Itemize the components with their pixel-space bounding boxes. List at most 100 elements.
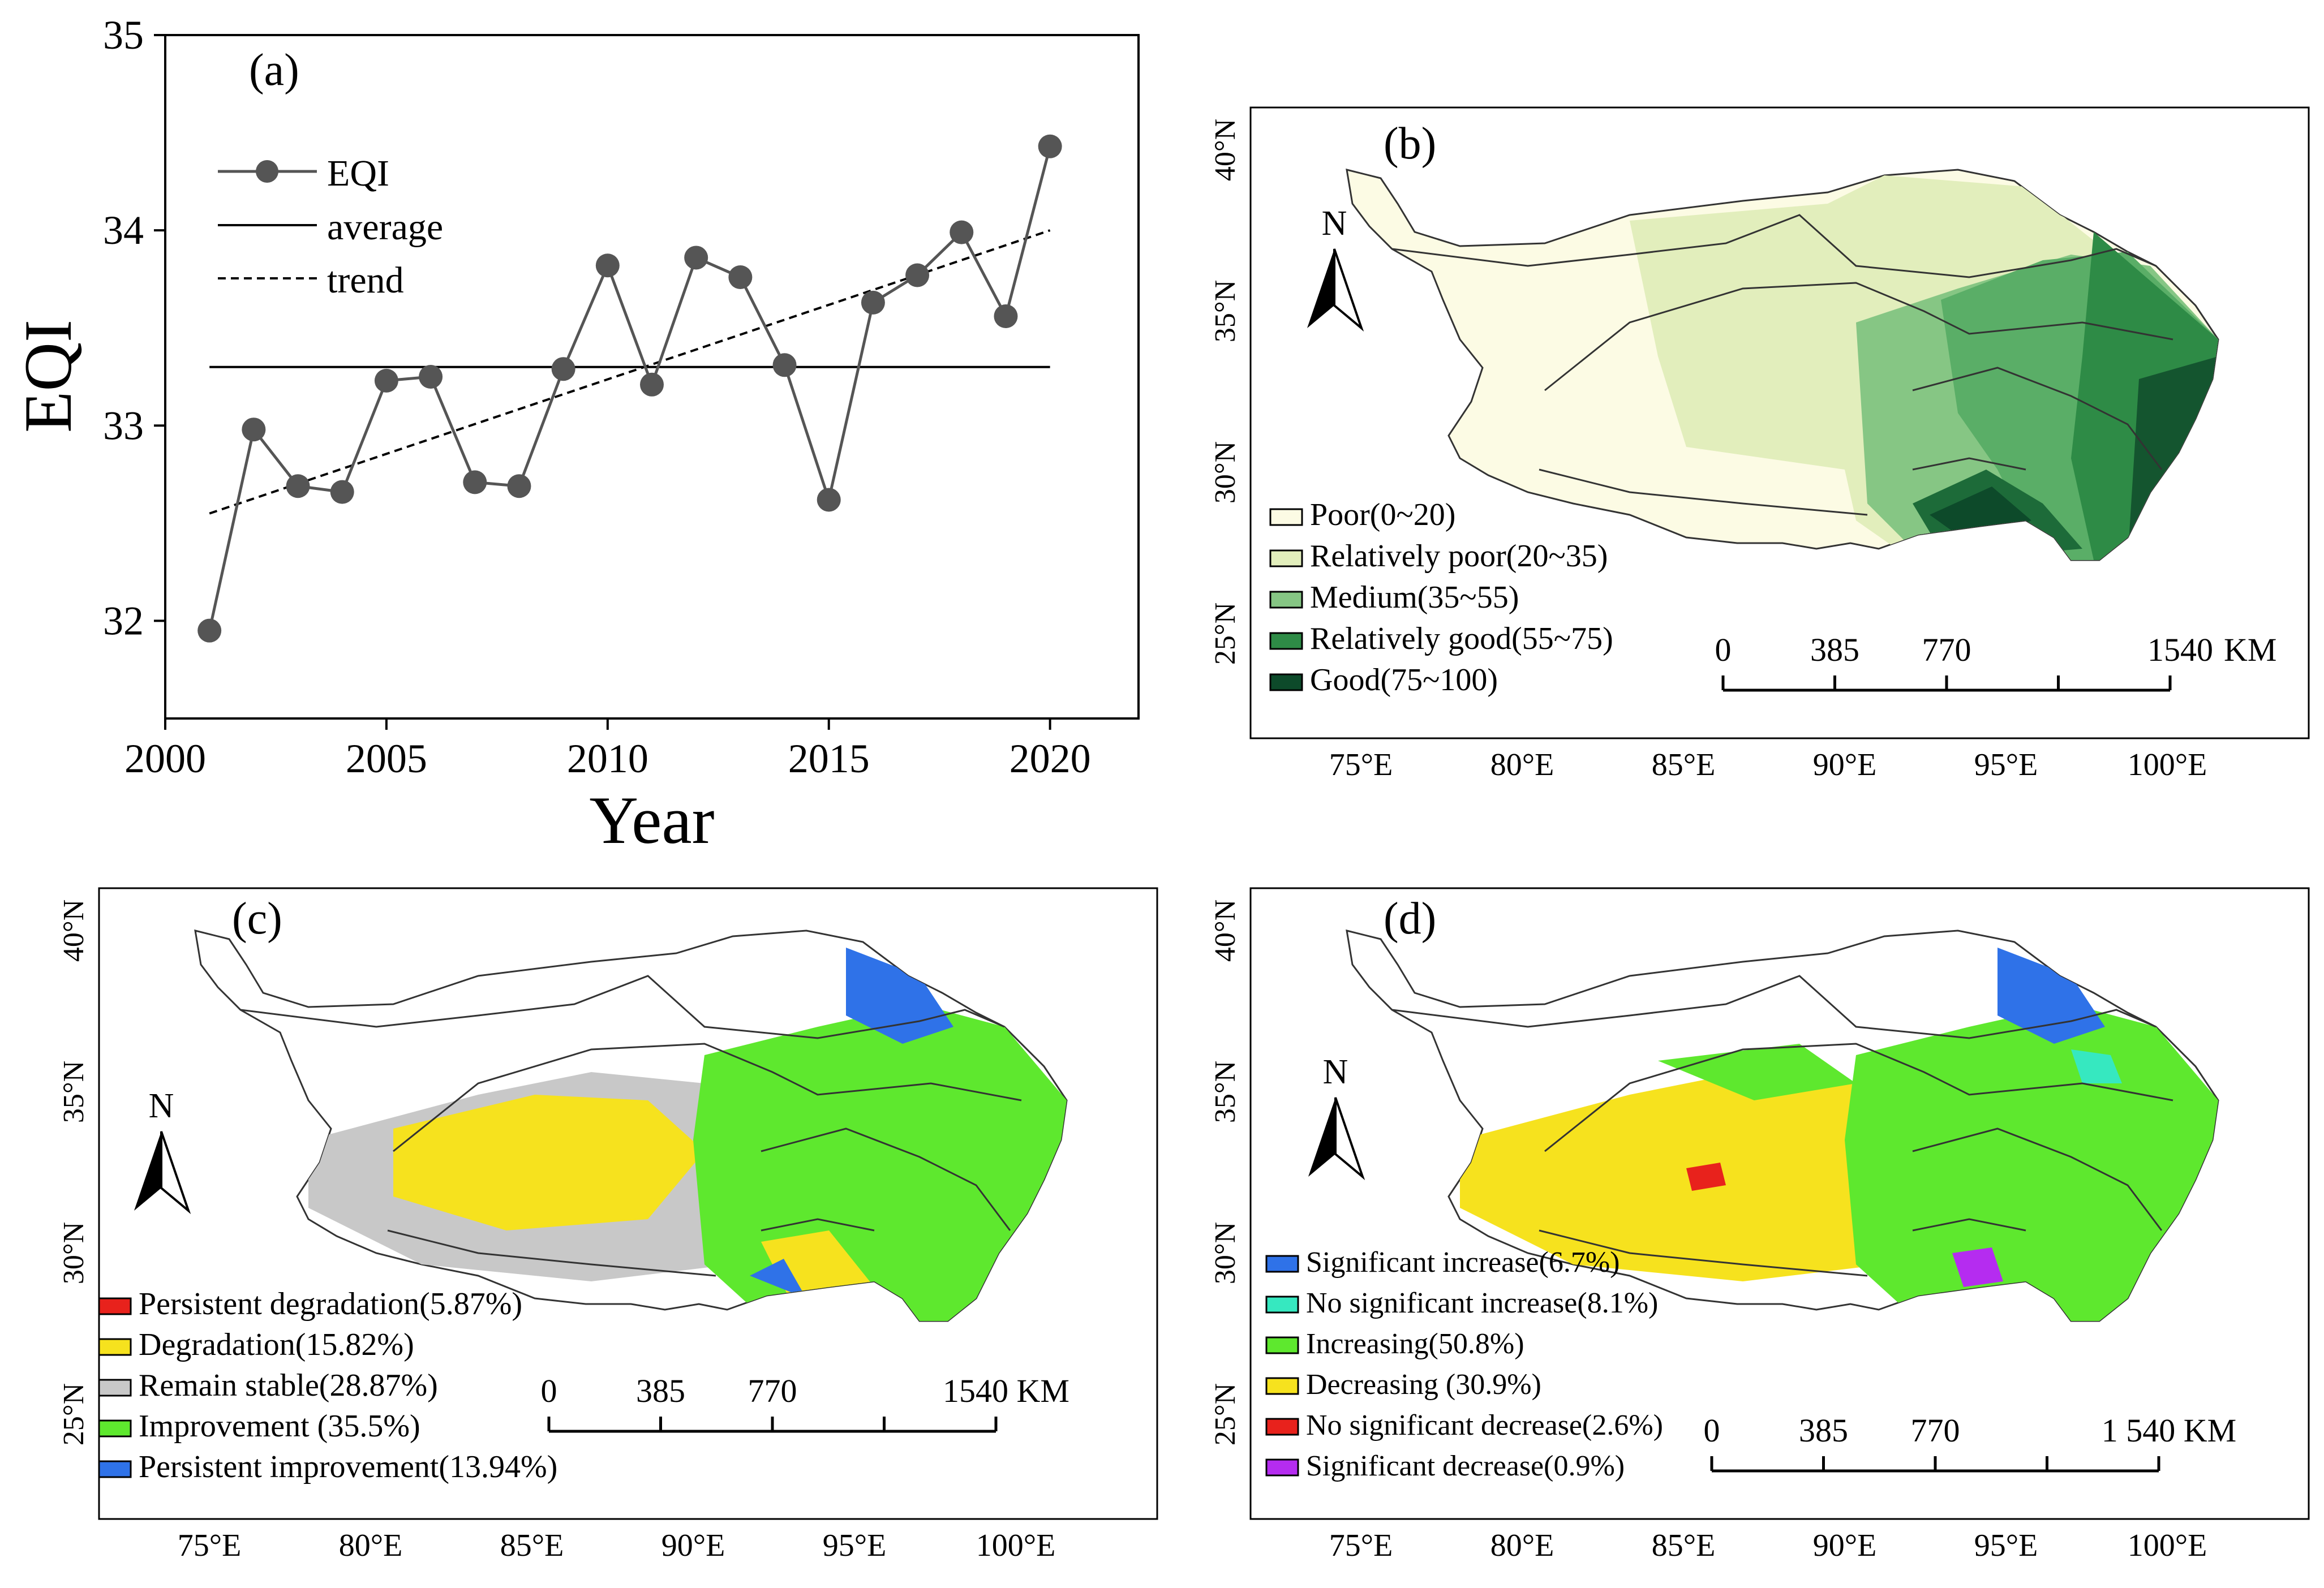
eqi-point: [374, 368, 398, 393]
region-boundaries: [1391, 214, 2173, 516]
plateau-map: [1346, 169, 2219, 561]
legend-item-label: Persistent degradation(5.87%): [139, 1286, 522, 1322]
lon-label: 85°E: [500, 1528, 564, 1563]
scale-label: 385: [1810, 631, 1859, 668]
legend-item-label: Poor(0~20): [1310, 497, 1455, 532]
map-frame: [1249, 887, 2310, 1520]
scale-unit: KM: [2224, 631, 2276, 668]
lat-label: 40°N: [1209, 119, 1242, 181]
legend-swatch: [1265, 1255, 1299, 1273]
eqi-point: [595, 253, 620, 278]
north-arrow: N: [1307, 204, 1364, 332]
y-axis-label: EQI: [10, 320, 85, 433]
north-label: N: [149, 1087, 174, 1125]
lon-label: 85°E: [1652, 1528, 1716, 1563]
legend-swatch: [98, 1460, 132, 1478]
lon-label: 95°E: [823, 1528, 887, 1563]
north-arrow: N: [134, 1087, 191, 1215]
lon-label: 100°E: [2128, 1528, 2207, 1563]
lon-label: 75°E: [1329, 747, 1393, 782]
legend-item-label: Increasing(50.8%): [1306, 1328, 1524, 1360]
legend-item-label: Relatively poor(20~35): [1310, 539, 1608, 574]
lon-label: 85°E: [1652, 747, 1716, 782]
legend-eqi-label: EQI: [327, 153, 389, 194]
legend-item-label: Medium(35~55): [1310, 580, 1519, 615]
legend-eqi-marker: [256, 160, 278, 183]
legend-swatch: [98, 1379, 132, 1397]
lat-label: 30°N: [1209, 1222, 1242, 1284]
scale-bar: 0 385 770 1 540 KM: [1704, 1412, 2236, 1473]
eqi-point: [551, 357, 575, 381]
legend-swatch: [1269, 632, 1303, 650]
lat-label: 25°N: [1209, 603, 1242, 665]
legend-swatch: [1269, 549, 1303, 567]
legend-swatch: [98, 1338, 132, 1356]
scale-label: 770: [1922, 631, 1971, 668]
trend-line: [209, 229, 1051, 515]
eqi-grade-map: N Poor(0~20) Relatively poor(20~35) Medium…: [1209, 106, 2310, 782]
legend: Poor(0~20) Relatively poor(20~35) Medium(3…: [1269, 497, 1613, 698]
significance-map: N Significant increase(6.7%) No significa…: [1209, 887, 2310, 1563]
lat-label: 30°N: [58, 1222, 90, 1284]
scale-label: 1540: [2147, 631, 2213, 668]
lon-label: 90°E: [661, 1528, 725, 1563]
x-tick-label: 2000: [124, 736, 206, 781]
x-axis-label: Year: [589, 782, 714, 858]
lat-label: 25°N: [58, 1383, 90, 1445]
eqi-point: [905, 263, 930, 287]
latitude-labels: 40°N 35°N 30°N 25°N: [1209, 119, 1242, 665]
lon-label: 95°E: [1974, 747, 2038, 782]
lon-label: 90°E: [1813, 747, 1877, 782]
legend-average-label: average: [327, 206, 443, 248]
y-tick-label: 32: [103, 598, 144, 643]
scale-label: 1540 KM: [943, 1372, 1069, 1409]
eqi-point: [684, 246, 708, 270]
legend-swatch: [1269, 591, 1303, 609]
legend-swatch: [1265, 1458, 1299, 1477]
scale-label: 0: [541, 1372, 557, 1409]
eqi-point: [817, 488, 841, 512]
scale-bar: 0 385 770 1540 KM: [541, 1372, 1069, 1433]
lon-label: 80°E: [1490, 1528, 1554, 1563]
x-tick-label: 2005: [346, 736, 427, 781]
eqi-point: [728, 265, 753, 289]
eqi-point: [286, 474, 310, 498]
eqi-point: [861, 290, 885, 315]
lat-label: 35°N: [58, 1061, 90, 1123]
scale-label: 1 540 KM: [2102, 1412, 2236, 1449]
lat-label: 30°N: [1209, 441, 1242, 503]
change-trend-map: N Persistent degradation(5.87%) Degradati…: [58, 887, 1158, 1563]
x-tick-label: 2010: [567, 736, 648, 781]
scale-bar: 0 385 770 1540 KM: [1715, 631, 2276, 692]
y-tick-label: 34: [103, 208, 144, 253]
legend-swatch: [1265, 1418, 1299, 1436]
eqi-point: [772, 353, 797, 377]
eqi-point: [1038, 134, 1062, 158]
legend-swatch: [98, 1297, 132, 1315]
x-tick-label: 2015: [788, 736, 870, 781]
legend-swatch: [1265, 1377, 1299, 1395]
legend-swatch: [98, 1419, 132, 1438]
legend-item-label: Remain stable(28.87%): [139, 1368, 438, 1403]
lat-label: 35°N: [1209, 1061, 1242, 1123]
lon-label: 80°E: [1490, 747, 1554, 782]
panel-label-d: (d): [1384, 894, 1436, 944]
scale-label: 770: [1911, 1412, 1960, 1449]
legend-item-label: Significant decrease(0.9%): [1306, 1450, 1625, 1482]
legend-item-label: Decreasing (30.9%): [1306, 1368, 1541, 1401]
legend-item-label: No significant decrease(2.6%): [1306, 1409, 1663, 1441]
north-label: N: [1323, 1053, 1348, 1091]
longitude-labels: 75°E 80°E 85°E 90°E 95°E 100°E: [1329, 747, 2207, 782]
lat-label: 35°N: [1209, 280, 1242, 342]
legend-item-label: Improvement (35.5%): [139, 1409, 420, 1444]
lat-label: 40°N: [58, 900, 90, 962]
lon-label: 75°E: [1329, 1528, 1393, 1563]
scale-label: 385: [1799, 1412, 1848, 1449]
y-tick-label: 35: [103, 12, 144, 58]
scale-label: 0: [1715, 631, 1732, 668]
lon-label: 90°E: [1813, 1528, 1877, 1563]
legend: EQI average trend: [218, 153, 443, 301]
north-label: N: [1322, 204, 1347, 243]
eqi-point: [507, 474, 531, 498]
region-boundaries: [240, 975, 1022, 1277]
